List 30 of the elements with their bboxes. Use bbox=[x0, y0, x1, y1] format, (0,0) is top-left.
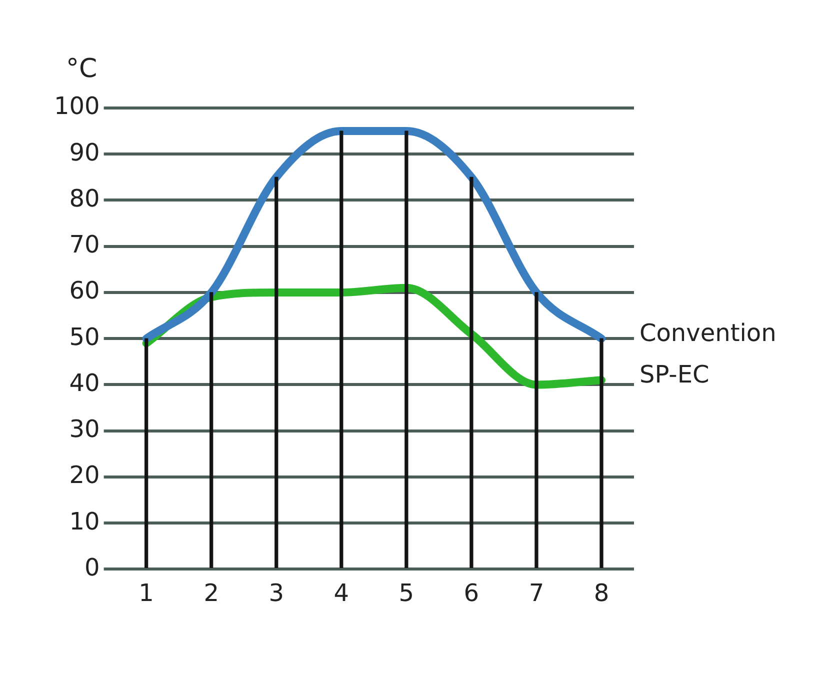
x-tick-label: 2 bbox=[204, 578, 219, 607]
bar bbox=[470, 176, 474, 568]
y-tick-label: 100 bbox=[54, 92, 100, 120]
y-axis-title: °C bbox=[66, 54, 98, 84]
series-label: SP-EC bbox=[639, 360, 710, 388]
y-tick-label: 0 bbox=[84, 553, 100, 582]
y-tick-label: 60 bbox=[69, 276, 100, 305]
x-tick-label: 8 bbox=[594, 578, 610, 607]
bar bbox=[144, 338, 148, 568]
x-tick-label: 3 bbox=[268, 578, 284, 607]
y-tick-label: 30 bbox=[69, 415, 100, 444]
y-tick-label: 50 bbox=[69, 322, 100, 351]
bar bbox=[210, 292, 214, 568]
y-tick-label: 10 bbox=[69, 507, 100, 536]
bar bbox=[340, 130, 344, 568]
y-tick-label: 20 bbox=[69, 461, 100, 490]
y-tick-label: 40 bbox=[69, 368, 100, 397]
series-label: Convention bbox=[639, 318, 776, 347]
bar bbox=[600, 338, 604, 568]
x-tick-label: 7 bbox=[528, 578, 544, 607]
y-tick-label: 90 bbox=[69, 138, 100, 166]
x-tick-label: 4 bbox=[334, 578, 350, 607]
x-tick-label: 6 bbox=[464, 578, 480, 607]
y-tick-label: 80 bbox=[69, 184, 100, 212]
y-tick-label: 70 bbox=[69, 230, 100, 259]
bar bbox=[404, 130, 408, 568]
x-tick-label: 5 bbox=[398, 578, 414, 607]
bar bbox=[534, 292, 538, 568]
x-tick-label: 1 bbox=[138, 578, 154, 607]
bar bbox=[274, 176, 278, 568]
